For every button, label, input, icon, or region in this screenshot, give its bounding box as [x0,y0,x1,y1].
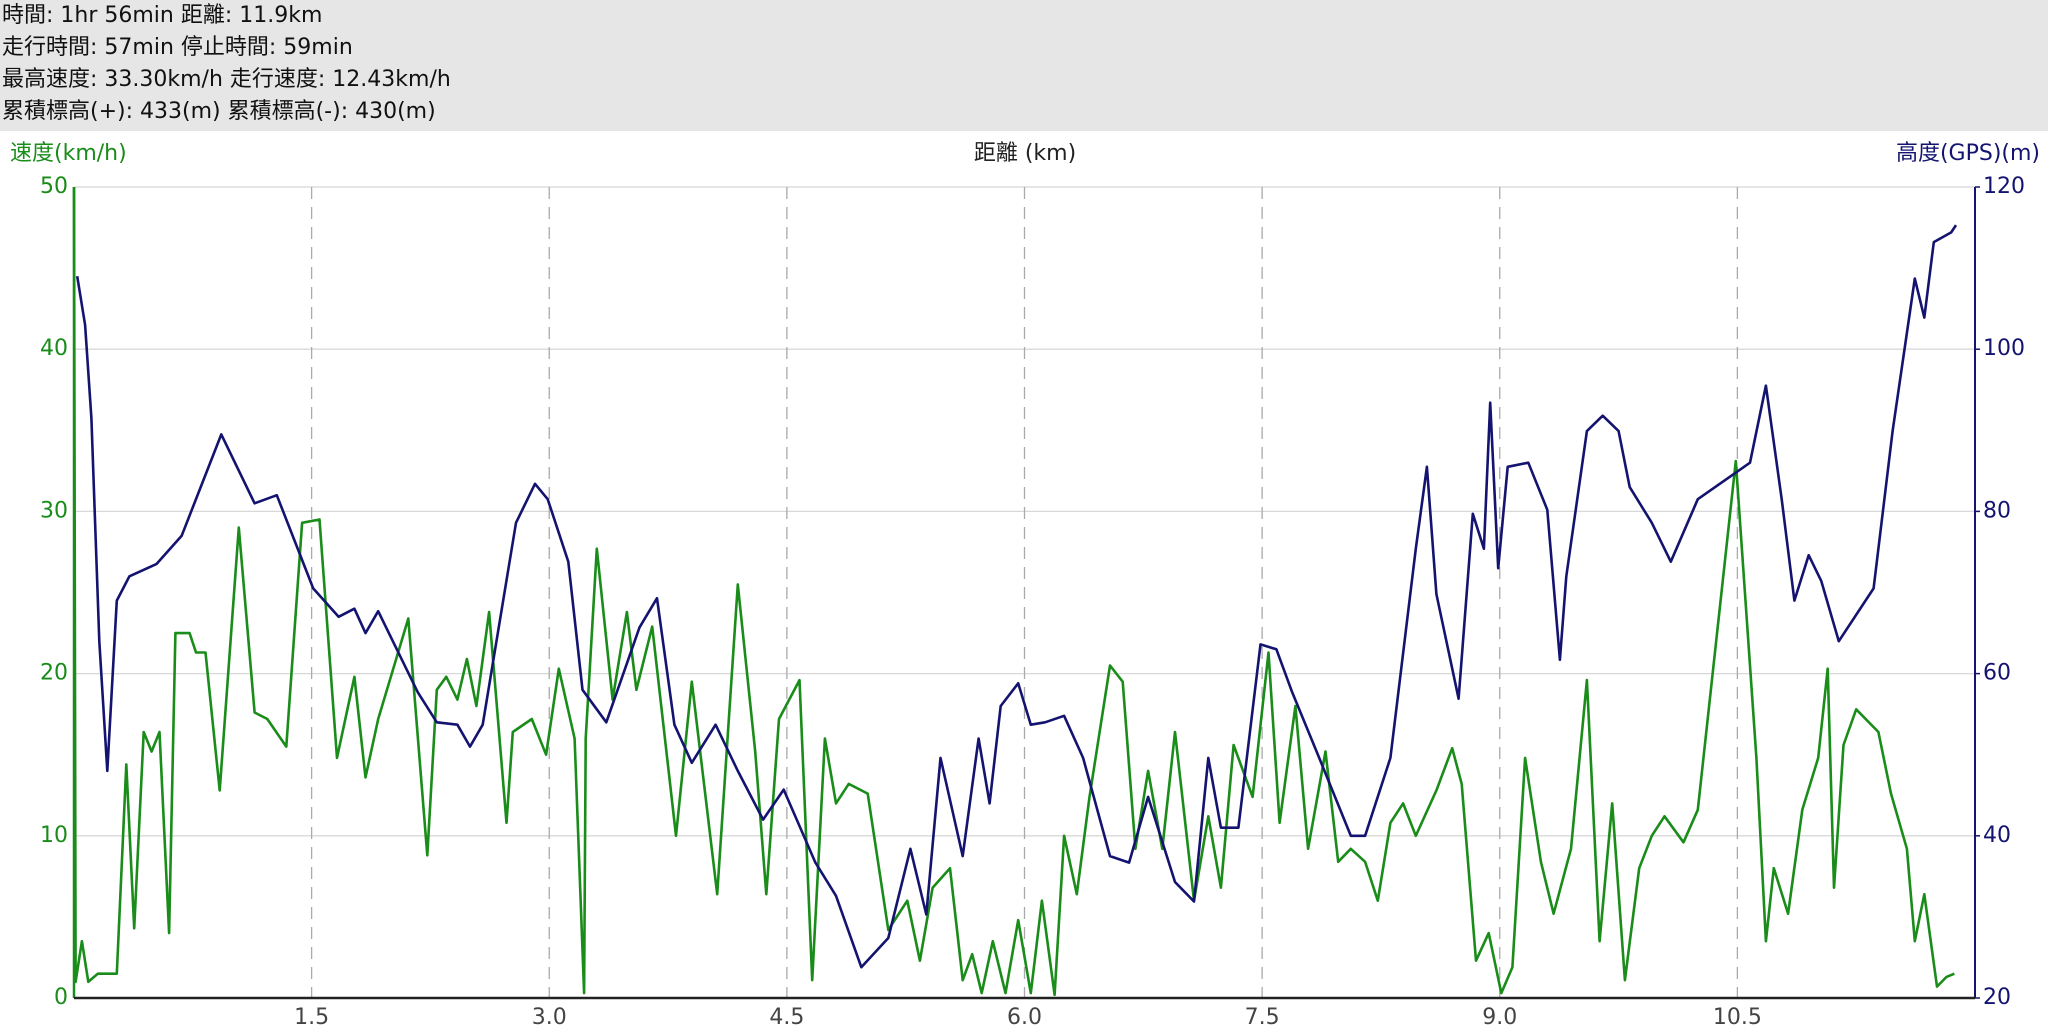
y-tick-label: 40 [40,336,68,361]
y2-tick-label: 20 [1983,985,2011,1010]
x-tick-label: 7.5 [1245,1005,1280,1030]
y-tick-label: 20 [40,661,68,686]
chart: 速度(km/h) 距離 (km) 高度(GPS)(m) 0 10 20 30 40 50 2… [10,141,2040,1030]
x-axis-label: 距離 (km) [974,141,1076,166]
y-axis-label: 速度(km/h) [10,141,127,166]
stat-line: 時間: 1hr 56min 距離: 11.9km [2,3,323,28]
x-tick-label: 3.0 [532,1005,567,1030]
x-tick-label: 4.5 [769,1005,804,1030]
y2-axis-label: 高度(GPS)(m) [1896,141,2040,166]
stats-header: 時間: 1hr 56min 距離: 11.9km 走行時間: 57min 停止時… [0,0,2048,131]
stat-line: 最高速度: 33.30km/h 走行速度: 12.43km/h [2,67,451,92]
data-line [75,224,1958,969]
x-tick-label: 6.0 [1007,1005,1042,1030]
y-tick-label: 0 [54,985,68,1010]
y2-tick-label: 80 [1983,498,2011,523]
y-tick-label: 30 [40,498,68,523]
y-tick-label: 10 [40,823,68,848]
x-tick-label: 1.5 [294,1005,329,1030]
y2-tick-label: 120 [1983,174,2025,199]
x-tick-label: 9.0 [1482,1005,1517,1030]
stat-line: 累積標高(+): 433(m) 累積標高(-): 430(m) [2,99,436,124]
y2-tick-label: 100 [1983,336,2025,361]
data-line [72,186,1955,997]
y-tick-label: 50 [40,174,68,199]
stat-line: 走行時間: 57min 停止時間: 59min [2,35,353,60]
y2-tick-label: 60 [1983,661,2011,686]
y2-tick-label: 40 [1983,823,2011,848]
x-tick-label: 10.5 [1713,1005,1762,1030]
